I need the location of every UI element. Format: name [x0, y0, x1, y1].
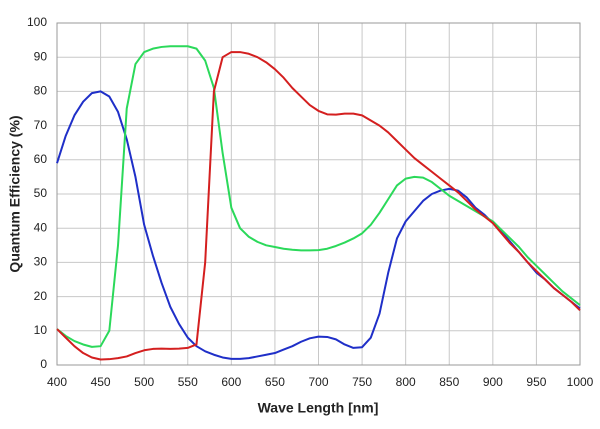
y-tick-label: 40 [34, 220, 48, 234]
y-tick-label: 10 [34, 323, 48, 337]
y-tick-label: 30 [34, 255, 48, 269]
x-tick-label: 850 [439, 375, 459, 389]
x-tick-label: 500 [134, 375, 154, 389]
y-axis-title: Quantum Efficiency (%) [7, 115, 23, 272]
x-axis-title: Wave Length [nm] [258, 400, 379, 416]
y-tick-label: 80 [34, 84, 48, 98]
x-tick-label: 600 [221, 375, 241, 389]
y-tick-label: 90 [34, 49, 48, 63]
y-tick-label: 100 [27, 15, 47, 29]
plot-frame [56, 22, 581, 366]
x-tick-label: 800 [396, 375, 416, 389]
x-tick-label: 650 [265, 375, 285, 389]
line-series [56, 51, 581, 361]
line-series [56, 45, 581, 348]
y-tick-label: 0 [40, 357, 47, 371]
x-tick-label: 900 [483, 375, 503, 389]
x-tick-label: 550 [178, 375, 198, 389]
y-tick-label: 50 [34, 186, 48, 200]
y-tick-label: 60 [34, 152, 48, 166]
x-tick-label: 450 [91, 375, 111, 389]
y-tick-label: 20 [34, 289, 48, 303]
y-tick-label: 70 [34, 118, 48, 132]
x-tick-label: 950 [526, 375, 546, 389]
x-tick-label: 1000 [567, 375, 594, 389]
x-tick-label: 400 [47, 375, 67, 389]
x-tick-label: 700 [308, 375, 328, 389]
x-tick-label: 750 [352, 375, 372, 389]
